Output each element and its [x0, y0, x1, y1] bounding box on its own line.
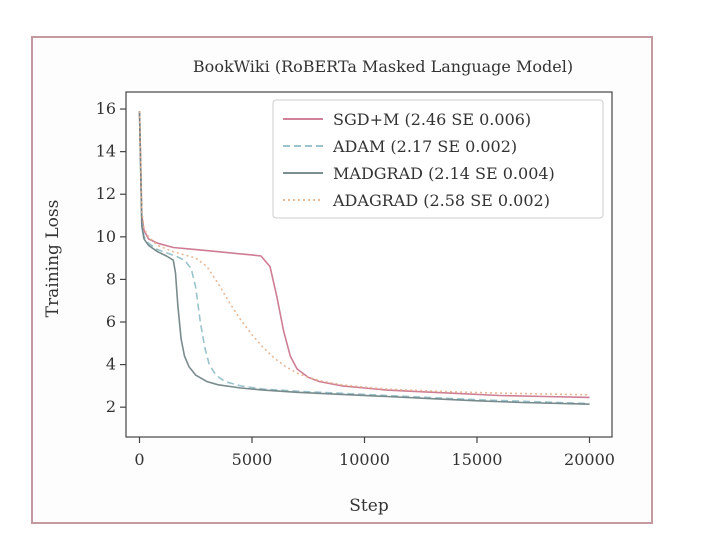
series-line-4 [138, 111, 590, 396]
x-tick-label: 10000 [339, 450, 390, 469]
y-axis-label: Training Loss [43, 200, 63, 318]
legend-entry-3: MADGRAD (2.14 SE 0.004) [333, 164, 555, 183]
y-tick-label: 4 [106, 355, 116, 374]
y-tick-label: 10 [96, 227, 116, 246]
y-tick-label: 6 [106, 312, 116, 331]
x-tick-label: 5000 [232, 450, 273, 469]
y-tick-label: 2 [106, 397, 116, 416]
x-tick-label: 20000 [564, 450, 615, 469]
series-line-1 [138, 111, 590, 399]
y-tick-label: 8 [106, 269, 116, 288]
x-tick-label: 15000 [452, 450, 503, 469]
x-tick-label: 0 [134, 450, 144, 469]
legend-entry-4: ADAGRAD (2.58 SE 0.002) [332, 191, 550, 210]
series-line-3 [138, 111, 590, 405]
legend-entry-2: ADAM (2.17 SE 0.002) [332, 137, 517, 156]
legend-box [272, 99, 604, 219]
y-tick-label: 14 [96, 142, 116, 161]
x-axis-label: Step [349, 496, 389, 516]
legend-entry-1: SGD+M (2.46 SE 0.006) [333, 110, 531, 129]
y-tick-label: 16 [96, 99, 116, 118]
y-tick-label: 12 [96, 184, 116, 203]
series-line-2 [138, 111, 590, 405]
chart-title: BookWiki (RoBERTa Masked Language Model) [193, 57, 573, 76]
